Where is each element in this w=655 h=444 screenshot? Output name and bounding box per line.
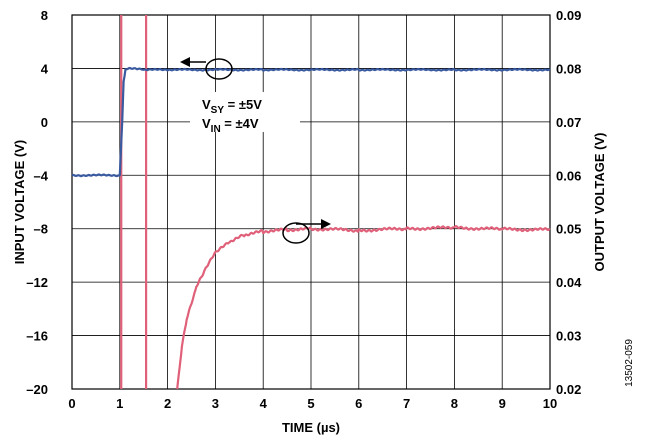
y-left-tick-label: 8 <box>41 8 48 23</box>
annotation-line-2: VIN = ±4V <box>202 116 259 135</box>
axis-callouts <box>180 57 331 244</box>
annotation-line-1: VSY = ±5V <box>202 97 262 116</box>
y-left-tick-label: –20 <box>26 382 48 397</box>
plot-frame <box>71 14 551 390</box>
x-tick-label: 5 <box>307 396 314 411</box>
y-left-tick-label: –8 <box>34 222 48 237</box>
y-left-tick-label: 0 <box>41 115 48 130</box>
y-right-tick-label: 0.04 <box>556 275 582 290</box>
x-tick-label: 10 <box>543 396 557 411</box>
x-tick-label: 8 <box>451 396 458 411</box>
left-arrowhead-icon <box>180 57 190 67</box>
grid <box>72 15 550 389</box>
x-tick-label: 6 <box>355 396 362 411</box>
x-axis-label: TIME (µs) <box>282 420 340 435</box>
y-right-tick-label: 0.07 <box>556 115 581 130</box>
y-right-tick-label: 0.08 <box>556 61 581 76</box>
y-right-tick-label: 0.09 <box>556 8 581 23</box>
y-axis-left-label: INPUT VOLTAGE (V) <box>12 140 27 264</box>
y-axis-right-label: OUTPUT VOLTAGE (V) <box>592 133 607 272</box>
x-tick-label: 0 <box>68 396 75 411</box>
annotation-1-main: V <box>202 97 211 112</box>
output-voltage-line <box>176 225 551 390</box>
input-series-circle-icon <box>205 58 233 80</box>
x-tick-label: 2 <box>164 396 171 411</box>
marks <box>71 15 551 390</box>
right-arrowhead-icon <box>321 219 331 229</box>
figure-id: 13502-059 <box>624 339 635 387</box>
y-left-tick-label: –16 <box>26 329 48 344</box>
ticks: 0 1 2 3 4 5 6 7 8 9 10 8 0.09 4 0.08 0 0.07 –4 0.06 –8 0.05 –… <box>26 8 582 411</box>
x-tick-label: 3 <box>212 396 219 411</box>
y-right-tick-label: 0.06 <box>556 168 581 183</box>
y-left-tick-label: –4 <box>34 168 49 183</box>
x-tick-label: 9 <box>499 396 506 411</box>
y-right-tick-label: 0.05 <box>556 222 581 237</box>
annotation-2-sub: IN <box>211 124 221 135</box>
y-left-tick-label: –12 <box>26 275 48 290</box>
y-right-tick-label: 0.03 <box>556 329 581 344</box>
x-tick-label: 1 <box>116 396 123 411</box>
annotation-2-rest: = ±4V <box>221 116 259 131</box>
condition-annotation: VSY = ±5V VIN = ±4V <box>190 92 300 135</box>
annotation-background <box>190 92 300 132</box>
y-right-tick-label: 0.02 <box>556 382 581 397</box>
x-tick-label: 4 <box>260 396 268 411</box>
annotation-1-sub: SY <box>211 105 225 116</box>
annotation-1-rest: = ±5V <box>224 97 262 112</box>
y-left-tick-label: 4 <box>41 61 49 76</box>
x-tick-label: 7 <box>403 396 410 411</box>
annotation-2-main: V <box>202 116 211 131</box>
output-series-circle-icon <box>282 222 310 244</box>
input-voltage-line <box>71 66 551 178</box>
